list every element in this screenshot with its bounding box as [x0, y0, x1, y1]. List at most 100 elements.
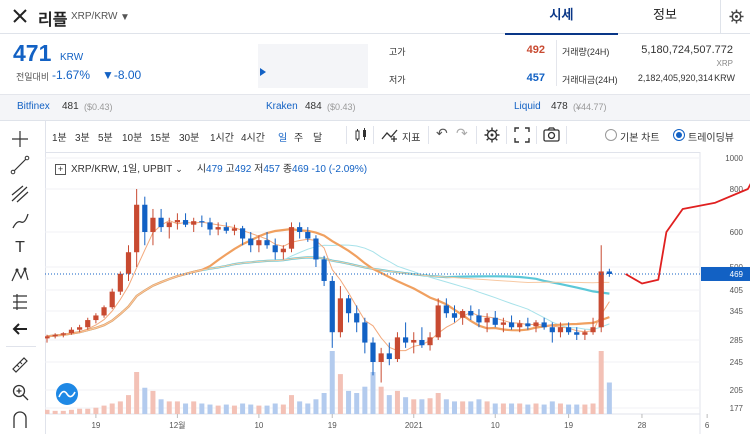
legend-open: 479 — [206, 164, 223, 175]
interval-button[interactable]: 15분 — [150, 133, 171, 144]
volume-bar — [313, 399, 319, 414]
candle-body — [508, 322, 515, 328]
volume-bar — [60, 410, 66, 414]
text-tool-icon[interactable]: T — [15, 239, 25, 256]
exchange-price: 484 — [305, 101, 322, 112]
interval-button[interactable]: 1시간 — [210, 133, 234, 144]
measure-icon[interactable] — [9, 291, 31, 313]
trade-value: 2,182,405,920,314 — [637, 73, 713, 83]
price-tick-label: 800 — [730, 185, 744, 194]
tradingview-label[interactable]: 트레이딩뷰 — [688, 133, 734, 144]
basic-chart-radio[interactable] — [605, 129, 617, 141]
ruler-icon[interactable] — [9, 354, 31, 376]
camera-icon[interactable] — [543, 127, 560, 142]
interval-button[interactable]: 4시간 — [241, 133, 265, 144]
app-header — [0, 0, 750, 34]
zoom-icon[interactable] — [9, 381, 31, 403]
volume-bar — [272, 403, 278, 414]
volume-bar — [525, 404, 531, 414]
exchange-name: Bitfinex — [17, 101, 50, 112]
volume-bar — [337, 374, 343, 414]
change-amount: ▼-8.00 — [102, 68, 142, 82]
interval-button[interactable]: 달 — [313, 133, 323, 144]
candle-body — [386, 353, 392, 360]
gear-icon — [729, 9, 744, 24]
volume-bar — [101, 405, 107, 414]
tab-info[interactable]: 정보 — [653, 7, 677, 22]
volume-bar — [166, 401, 172, 414]
candle-body — [68, 329, 75, 334]
candle-body — [117, 273, 123, 292]
undo-icon[interactable]: ↶ — [436, 125, 448, 141]
back-arrow-icon[interactable] — [9, 318, 31, 340]
fib-tool-icon[interactable] — [9, 183, 31, 205]
chart-settings-gear-icon[interactable] — [484, 127, 500, 143]
trendline-icon[interactable] — [9, 154, 31, 176]
toolbar-divider — [428, 126, 429, 144]
time-tick-label: 12월 — [169, 420, 185, 430]
crosshair-icon[interactable] — [9, 128, 31, 150]
volume-bar — [68, 409, 74, 414]
candle-body — [492, 317, 498, 325]
fullscreen-icon[interactable] — [514, 127, 530, 143]
candle-body — [240, 228, 246, 239]
volume-bar — [386, 395, 392, 414]
indicator-icon[interactable] — [381, 127, 399, 143]
candle-body — [574, 332, 580, 335]
interval-button[interactable]: 주 — [294, 133, 304, 144]
volume-bar — [346, 390, 352, 414]
candle-body — [93, 315, 99, 321]
candle-body — [125, 252, 132, 274]
candle-style-icon[interactable] — [353, 127, 369, 143]
magnet-icon[interactable] — [9, 408, 31, 430]
candle-body — [191, 221, 197, 225]
volume-bar — [598, 351, 604, 414]
candle-body — [403, 337, 409, 343]
legend-expand-icon[interactable]: + — [55, 164, 66, 175]
candle-body — [280, 248, 286, 253]
candle-body — [435, 305, 441, 338]
price-tick-label: 600 — [730, 228, 744, 237]
candle-body — [199, 221, 205, 223]
legend-chevron-icon[interactable]: ⌄ — [175, 164, 183, 174]
tradingview-radio[interactable] — [673, 129, 685, 141]
legend-close-label: 종 — [282, 164, 293, 175]
current-price: 471 — [13, 40, 52, 66]
volume-bar — [321, 393, 327, 414]
volume-bar — [289, 395, 294, 414]
interval-button[interactable]: 1분 — [52, 133, 67, 144]
settings-button[interactable] — [720, 0, 750, 33]
price-chart[interactable]: 10008006005004053452852452051774691912월1… — [45, 152, 750, 434]
tool-divider — [6, 346, 36, 347]
exchange-diff: ($0.43) — [84, 102, 113, 112]
basic-chart-label[interactable]: 기본 차트 — [620, 133, 660, 144]
brush-icon[interactable] — [9, 210, 31, 232]
tab-quote[interactable]: 시세 — [505, 0, 618, 35]
candle-body — [109, 291, 115, 308]
interval-button[interactable]: 3분 — [75, 133, 90, 144]
candle-body — [378, 353, 384, 362]
interval-button[interactable]: 일 — [278, 133, 288, 144]
interval-button[interactable]: 5분 — [98, 133, 113, 144]
coin-select-chevron-icon[interactable]: ▼ — [120, 12, 130, 23]
candle-body — [590, 327, 596, 333]
candle-body — [337, 298, 343, 333]
candle-body — [451, 313, 458, 318]
indicator-label[interactable]: 지표 — [402, 133, 421, 144]
volume-unit: XRP — [716, 59, 733, 68]
redo-icon[interactable]: ↷ — [456, 125, 468, 141]
candle-body — [525, 323, 531, 327]
interval-button[interactable]: 30분 — [179, 133, 200, 144]
volume-bar — [566, 404, 572, 414]
candle-body — [468, 311, 474, 316]
candle-body — [223, 227, 229, 231]
volume-bar — [142, 387, 148, 414]
drawing-toolbar — [0, 120, 46, 434]
volume-bar — [533, 403, 539, 414]
mini-chart — [258, 44, 368, 88]
interval-button[interactable]: 10분 — [122, 133, 143, 144]
pattern-icon[interactable] — [9, 264, 31, 286]
toolbar-divider — [373, 126, 374, 144]
volume-bar — [362, 386, 368, 414]
candle-body — [427, 337, 433, 346]
